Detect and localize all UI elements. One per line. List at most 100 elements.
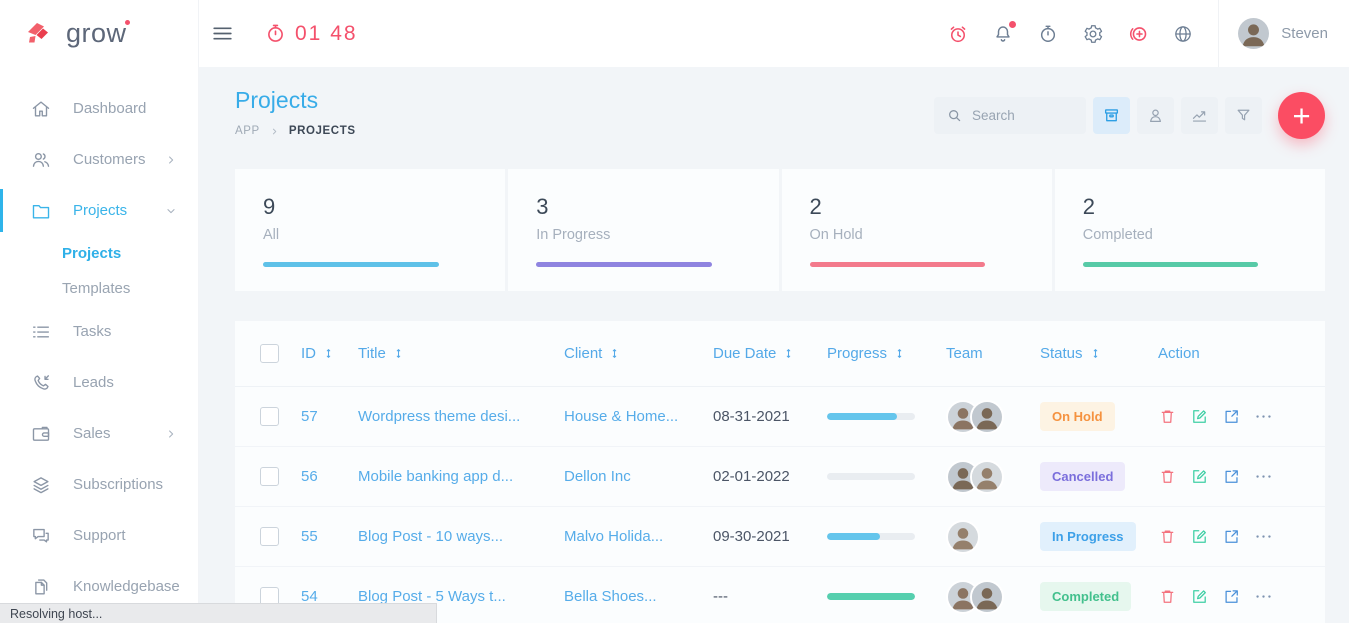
add-project-button[interactable]: +	[1278, 92, 1325, 139]
stat-value: 9	[263, 194, 276, 219]
sidebar-item-subscriptions[interactable]: Subscriptions	[0, 459, 198, 510]
column-header-due-date[interactable]: Due Date	[713, 345, 827, 362]
sidebar-item-label: Dashboard	[73, 100, 147, 117]
notifications-icon[interactable]	[992, 20, 1017, 45]
delete-icon[interactable]	[1158, 587, 1177, 606]
sort-icon[interactable]	[1089, 347, 1102, 360]
row-title[interactable]: Wordpress theme desi...	[358, 408, 521, 425]
avatar[interactable]	[970, 579, 1004, 614]
menu-toggle-icon[interactable]	[210, 21, 235, 46]
record-plus-icon[interactable]	[1127, 23, 1149, 45]
sidebar-subitem-label: Templates	[62, 280, 131, 297]
edit-icon[interactable]	[1190, 407, 1209, 426]
sort-icon[interactable]	[608, 347, 621, 360]
row-id[interactable]: 57	[301, 408, 318, 425]
row-id[interactable]: 55	[301, 528, 318, 545]
row-client[interactable]: House & Home...	[564, 408, 679, 425]
more-icon[interactable]	[1254, 467, 1273, 486]
filter-button[interactable]	[1225, 97, 1262, 134]
column-header-action: Action	[1158, 345, 1200, 362]
sidebar-item-label: Leads	[73, 374, 114, 391]
delete-icon[interactable]	[1158, 407, 1177, 426]
sidebar-item-label: Tasks	[73, 323, 112, 340]
open-icon[interactable]	[1222, 407, 1241, 426]
sidebar-item-label: Knowledgebase	[73, 578, 180, 595]
avatar[interactable]	[970, 399, 1004, 434]
open-icon[interactable]	[1222, 467, 1241, 486]
stat-card-in-progress[interactable]: 3 In Progress	[508, 169, 779, 291]
sidebar-item-support[interactable]: Support	[0, 510, 198, 561]
time-tracker[interactable]: 01 48	[264, 22, 358, 46]
row-client[interactable]: Malvo Holida...	[564, 528, 664, 545]
table-row: 57 Wordpress theme desi... House & Home...…	[235, 387, 1325, 447]
table-row: 56 Mobile banking app d... Dellon Inc 02-01…	[235, 447, 1325, 507]
sidebar-subitem-projects[interactable]: Projects	[0, 236, 198, 271]
search-input[interactable]	[972, 108, 1074, 123]
row-actions	[1158, 587, 1300, 606]
settings-icon[interactable]	[1082, 23, 1104, 45]
sidebar-item-leads[interactable]: Leads	[0, 357, 198, 408]
row-checkbox[interactable]	[260, 407, 279, 426]
delete-icon[interactable]	[1158, 527, 1177, 546]
open-icon[interactable]	[1222, 527, 1241, 546]
stats-cards: 9 All 3 In Progress 2 On Hold 2 Completed	[235, 169, 1325, 291]
sort-icon[interactable]	[322, 347, 335, 360]
sort-icon[interactable]	[893, 347, 906, 360]
stopwatch-icon[interactable]	[1037, 23, 1059, 45]
row-client[interactable]: Bella Shoes...	[564, 588, 657, 605]
select-all-checkbox[interactable]	[260, 344, 279, 363]
open-icon[interactable]	[1222, 587, 1241, 606]
avatar[interactable]	[970, 459, 1004, 494]
more-icon[interactable]	[1254, 587, 1273, 606]
row-due-date: ---	[713, 588, 728, 605]
row-checkbox[interactable]	[260, 467, 279, 486]
sort-icon[interactable]	[392, 347, 405, 360]
brand-accent-dot	[124, 20, 130, 25]
sidebar-subitem-templates[interactable]: Templates	[0, 271, 198, 306]
globe-icon[interactable]	[1172, 23, 1194, 45]
timer-icon	[264, 22, 287, 45]
grow-logo-icon	[26, 19, 56, 49]
delete-icon[interactable]	[1158, 467, 1177, 486]
row-checkbox[interactable]	[260, 527, 279, 546]
row-id[interactable]: 54	[301, 588, 318, 605]
column-header-status[interactable]: Status	[1040, 345, 1158, 362]
archive-button[interactable]	[1093, 97, 1130, 134]
sidebar-item-knowledgebase[interactable]: Knowledgebase	[0, 561, 198, 612]
reports-button[interactable]	[1181, 97, 1218, 134]
sidebar-item-tasks[interactable]: Tasks	[0, 306, 198, 357]
row-title[interactable]: Blog Post - 10 ways...	[358, 528, 504, 545]
alarm-icon[interactable]	[947, 23, 969, 45]
row-title[interactable]: Blog Post - 5 Ways t...	[358, 588, 506, 605]
column-header-client[interactable]: Client	[564, 345, 713, 362]
edit-icon[interactable]	[1190, 527, 1209, 546]
sidebar-item-dashboard[interactable]: Dashboard	[0, 83, 198, 134]
row-title[interactable]: Mobile banking app d...	[358, 468, 514, 485]
sidebar-item-customers[interactable]: Customers	[0, 134, 198, 185]
stat-card-completed[interactable]: 2 Completed	[1054, 169, 1325, 291]
more-icon[interactable]	[1254, 407, 1273, 426]
row-client[interactable]: Dellon Inc	[564, 468, 631, 485]
status-text: Resolving host...	[10, 606, 103, 621]
sidebar-item-sales[interactable]: Sales	[0, 408, 198, 459]
edit-icon[interactable]	[1190, 467, 1209, 486]
customers-view-button[interactable]	[1137, 97, 1174, 134]
avatar	[1238, 18, 1270, 49]
more-icon[interactable]	[1254, 527, 1273, 546]
row-id[interactable]: 56	[301, 468, 318, 485]
brand[interactable]: grow	[0, 0, 199, 67]
column-header-id[interactable]: ID	[301, 345, 358, 362]
column-header-team: Team	[946, 345, 983, 362]
column-header-progress[interactable]: Progress	[827, 345, 946, 362]
stat-card-all[interactable]: 9 All	[235, 169, 506, 291]
avatar[interactable]	[946, 519, 980, 554]
edit-icon[interactable]	[1190, 587, 1209, 606]
topbar-divider	[1218, 0, 1220, 67]
breadcrumb-app[interactable]: APP	[235, 125, 260, 137]
row-due-date: 08-31-2021	[713, 408, 790, 425]
column-header-title[interactable]: Title	[358, 345, 564, 362]
user-menu[interactable]: Steven	[1219, 18, 1349, 49]
stat-card-on-hold[interactable]: 2 On Hold	[781, 169, 1052, 291]
sidebar-item-projects[interactable]: Projects	[0, 185, 198, 236]
sort-icon[interactable]	[782, 347, 795, 360]
